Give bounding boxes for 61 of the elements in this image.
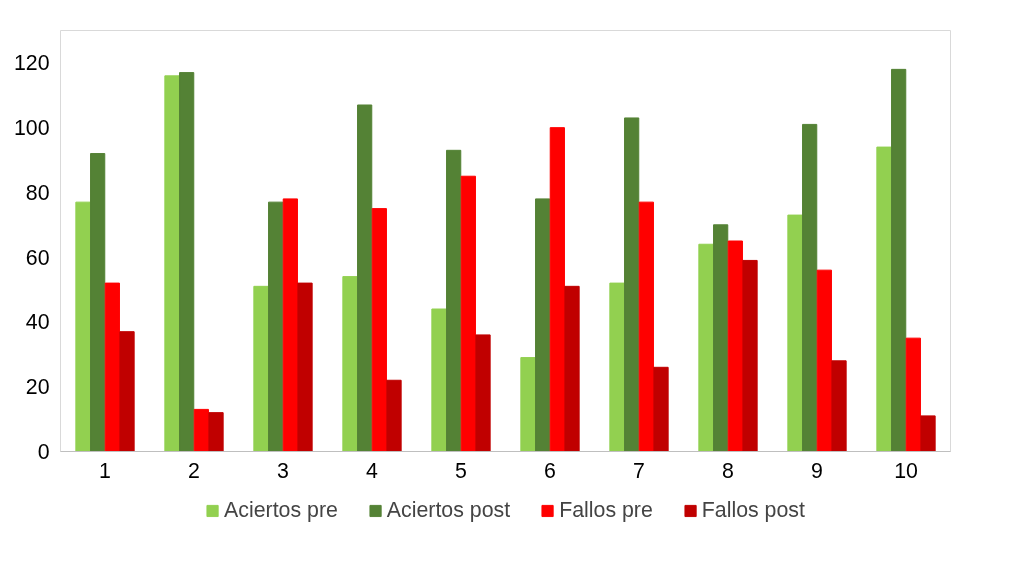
x-tick-label: 8 — [722, 458, 734, 483]
bar — [520, 357, 536, 452]
y-tick-label: 120 — [13, 51, 50, 76]
bar — [90, 153, 106, 452]
bar — [727, 240, 743, 452]
x-tick-label: 2 — [188, 458, 200, 483]
bar — [876, 146, 892, 452]
y-tick-label: 100 — [13, 116, 50, 141]
bar — [268, 201, 284, 452]
bar — [638, 201, 654, 452]
x-tick-label: 4 — [366, 458, 379, 483]
x-tick-label: 1 — [99, 458, 111, 483]
bar — [624, 117, 640, 452]
bar — [653, 366, 669, 452]
bar — [357, 104, 373, 452]
bar — [549, 127, 565, 452]
legend-label: Fallos pre — [559, 497, 653, 523]
bar — [802, 123, 818, 452]
bar — [179, 72, 195, 452]
bar — [193, 408, 209, 452]
bar — [609, 282, 625, 452]
x-tick-label: 10 — [894, 458, 918, 483]
x-tick-label: 7 — [633, 458, 645, 483]
bar — [386, 379, 402, 452]
y-tick-label: 0 — [37, 440, 50, 464]
bar — [905, 337, 921, 452]
bar — [75, 201, 91, 452]
bar — [535, 198, 551, 452]
y-tick-label: 80 — [25, 180, 50, 205]
bar — [816, 269, 832, 452]
x-tick-label: 9 — [811, 458, 823, 483]
bar — [282, 198, 298, 452]
x-tick-label: 3 — [277, 458, 289, 483]
bar — [208, 412, 224, 452]
bar — [253, 285, 269, 452]
bar — [742, 259, 758, 452]
bar — [446, 149, 462, 452]
y-tick-label: 40 — [25, 310, 50, 335]
bar — [164, 75, 180, 452]
bar — [564, 285, 580, 452]
bar — [787, 214, 803, 452]
legend-label: Aciertos pre — [224, 497, 338, 523]
bar — [371, 208, 387, 452]
bar — [891, 68, 907, 452]
bar — [460, 175, 476, 452]
bar — [698, 243, 714, 452]
x-tick-label: 5 — [455, 458, 467, 483]
bar — [342, 276, 358, 452]
bar — [431, 308, 447, 452]
bar — [713, 224, 729, 452]
legend-label: Fallos post — [701, 497, 805, 523]
bar — [104, 282, 120, 452]
bar — [920, 415, 936, 452]
y-tick-label: 20 — [25, 375, 50, 400]
bar — [831, 360, 847, 452]
legend-label: Aciertos post — [386, 497, 511, 523]
bar — [119, 331, 135, 452]
bar — [297, 282, 313, 452]
x-tick-label: 6 — [544, 458, 556, 483]
bar — [475, 334, 491, 452]
y-tick-label: 60 — [25, 245, 50, 270]
